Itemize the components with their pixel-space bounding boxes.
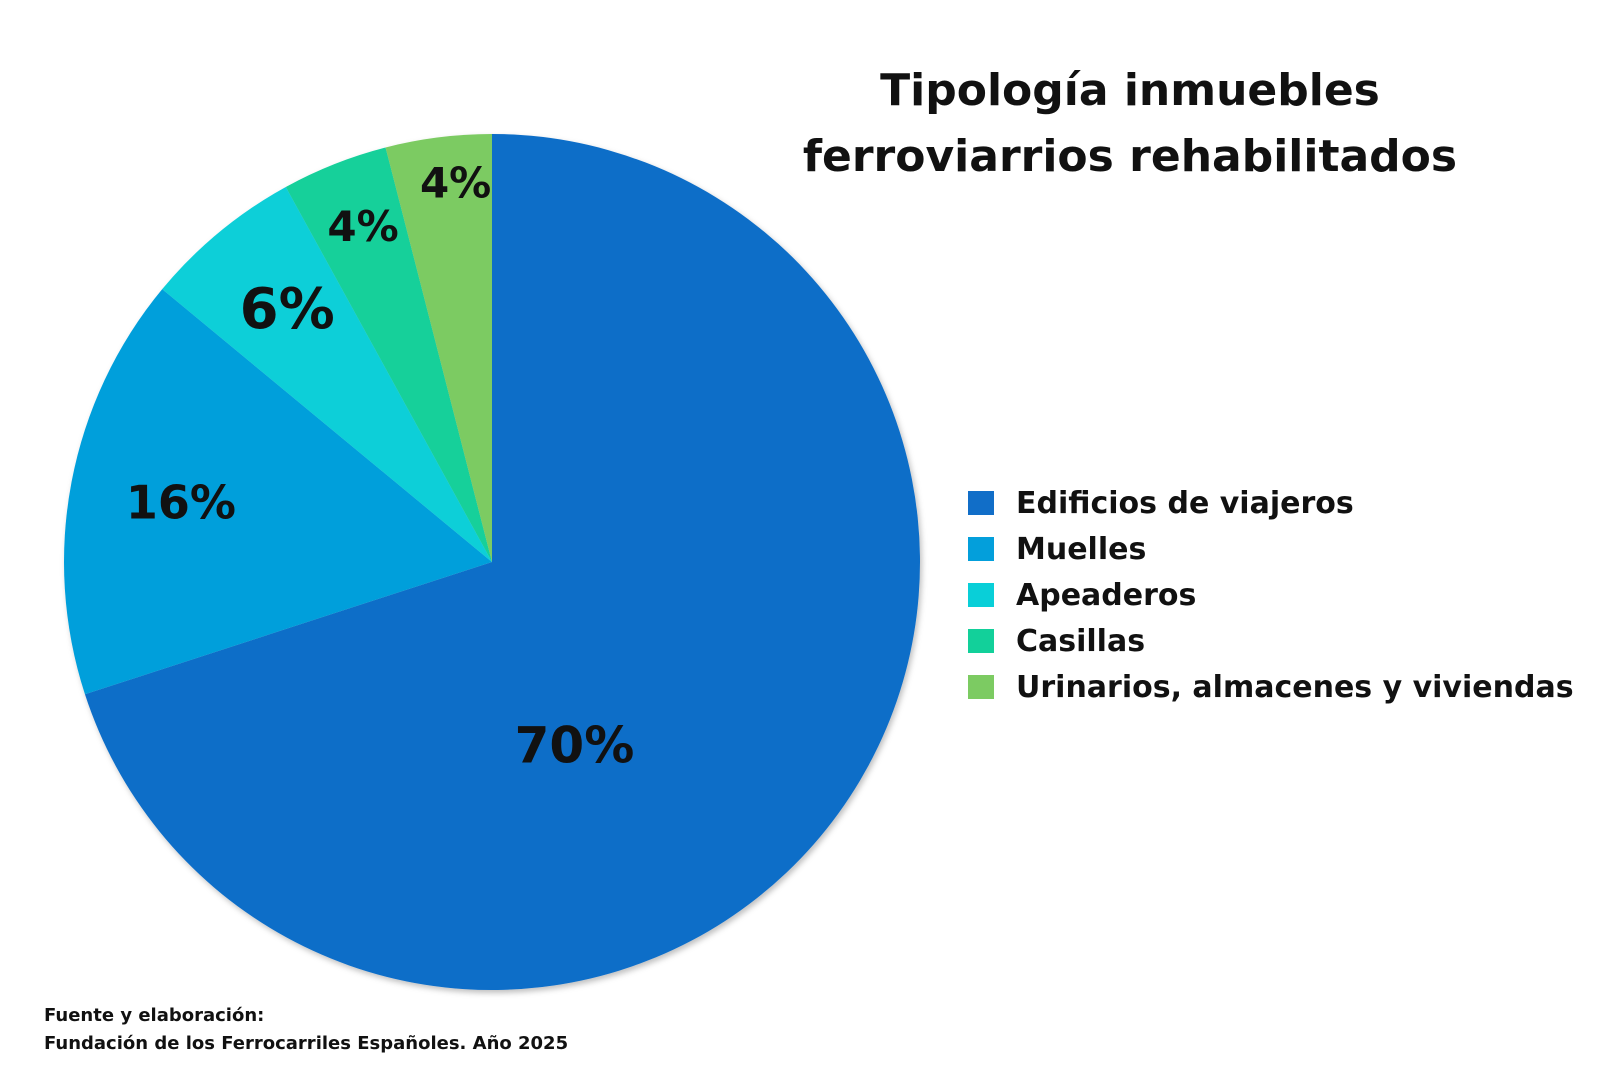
slice-label-apeaderos: 6%: [240, 277, 335, 342]
chart-title-line-2: ferroviarrios rehabilitados: [802, 131, 1458, 182]
pie-slice-casillas: [285, 147, 492, 562]
legend-item-muelles: Muelles: [968, 526, 1588, 572]
chart-title-line-1: Tipología inmuebles: [880, 65, 1380, 116]
legend-label: Muelles: [1016, 531, 1147, 567]
pie-slices: [64, 134, 920, 990]
slice-label-muelles: 16%: [126, 476, 236, 530]
legend-label: Apeaderos: [1016, 577, 1197, 613]
legend-swatch: [968, 537, 994, 561]
pie-slice-edificios-de-viajeros: [84, 134, 920, 990]
legend-item-urinarios-almacenes-y-viviendas: Urinarios, almacenes y viviendas: [968, 664, 1588, 710]
slice-label-edificios-de-viajeros: 70%: [515, 716, 635, 774]
slice-label-urinarios-almacenes-y-viviendas: 4%: [420, 158, 491, 207]
source-note: Fuente y elaboración: Fundación de los F…: [44, 1002, 568, 1058]
source-line-1: Fuente y elaboración:: [44, 1005, 265, 1026]
legend-swatch: [968, 583, 994, 607]
legend-swatch: [968, 675, 994, 699]
pie-chart: 70% 16% 6% 4% 4%: [64, 134, 920, 990]
pie-slice-apeaderos: [162, 186, 492, 562]
legend-label: Edificios de viajeros: [1016, 485, 1354, 521]
pie-slice-urinarios-almacenes-y-viviendas: [385, 134, 492, 562]
legend-swatch: [968, 629, 994, 653]
legend-swatch: [968, 491, 994, 515]
legend-item-apeaderos: Apeaderos: [968, 572, 1588, 618]
legend-item-edificios-de-viajeros: Edificios de viajeros: [968, 480, 1588, 526]
legend-label: Casillas: [1016, 623, 1146, 659]
slice-label-casillas: 4%: [327, 202, 398, 251]
legend-label: Urinarios, almacenes y viviendas: [1016, 669, 1574, 705]
source-line-2: Fundación de los Ferrocarriles Españoles…: [44, 1033, 569, 1054]
pie-slice-muelles: [64, 289, 492, 695]
legend: Edificios de viajeros Muelles Apeaderos Cas…: [968, 480, 1588, 710]
pie-slice-labels: 70% 16% 6% 4% 4%: [126, 158, 634, 774]
chart-title: Tipología inmuebles ferroviarrios rehabi…: [780, 58, 1480, 190]
legend-item-casillas: Casillas: [968, 618, 1588, 664]
